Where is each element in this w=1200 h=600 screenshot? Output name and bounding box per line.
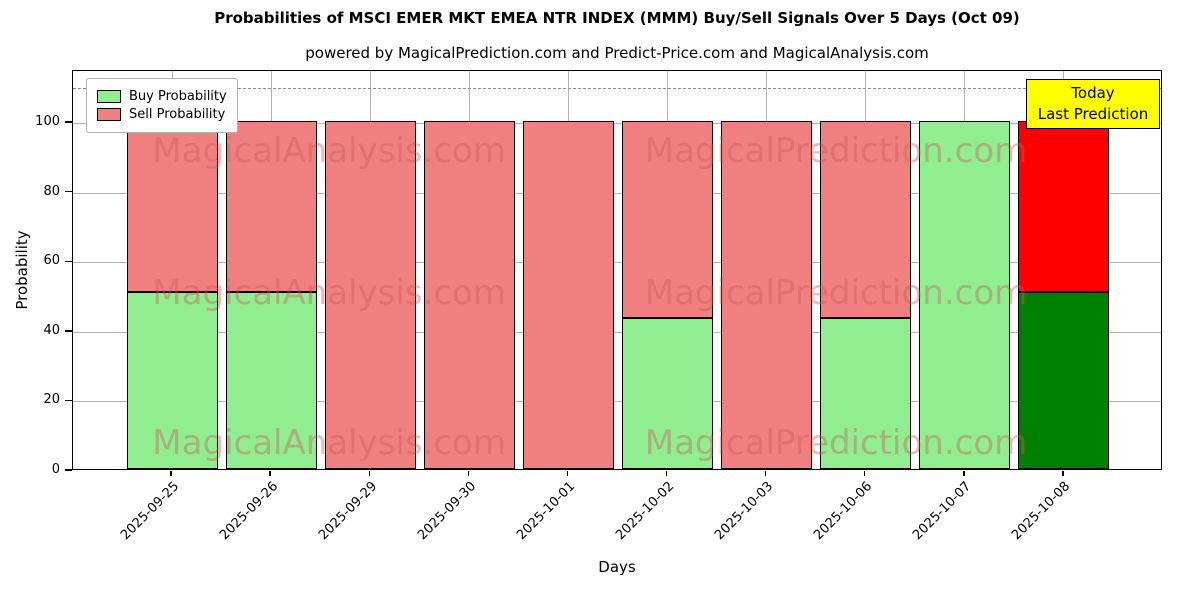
bar-sell-segment xyxy=(225,121,317,292)
y-tick-label: 60 xyxy=(43,253,60,269)
today-annotation-line1: Today xyxy=(1071,84,1115,102)
watermark: MagicalAnalysis.com xyxy=(152,131,506,171)
today-annotation-line2: Last Prediction xyxy=(1037,105,1149,123)
watermark: MagicalAnalysis.com xyxy=(152,423,506,463)
x-tick-mark xyxy=(963,471,965,476)
x-tick-mark xyxy=(170,471,172,476)
x-tick-mark xyxy=(269,471,271,476)
x-axis-label: Days xyxy=(598,558,636,576)
x-tick-mark xyxy=(764,471,767,476)
watermark: MagicalPrediction.com xyxy=(644,273,1028,313)
watermark: MagicalPrediction.com xyxy=(644,423,1028,463)
bar-buy-segment xyxy=(820,317,912,469)
bar-sell-segment xyxy=(126,121,218,292)
sell-swatch-icon xyxy=(97,108,121,121)
x-tick-mark xyxy=(566,471,569,476)
bar-sell-segment xyxy=(324,121,416,469)
bar-buy-segment xyxy=(126,291,218,469)
x-tick-mark xyxy=(467,471,470,476)
chart-subtitle: powered by MagicalPrediction.com and Pre… xyxy=(305,44,929,62)
x-tick-label: 2025-09-25 xyxy=(117,479,182,544)
bar-buy-segment xyxy=(621,317,714,469)
y-tick-label: 100 xyxy=(35,114,60,130)
x-tick-label: 2025-10-01 xyxy=(514,479,579,544)
bar-sell-segment xyxy=(621,121,714,318)
x-tick-mark xyxy=(665,471,668,476)
threshold-line xyxy=(73,88,1161,90)
x-tick-label: 2025-09-26 xyxy=(216,479,281,544)
x-tick-label: 2025-09-30 xyxy=(414,479,479,544)
x-tick-label: 2025-09-29 xyxy=(315,479,380,544)
bar-sell-segment xyxy=(522,121,615,469)
bar-buy-segment xyxy=(919,121,1011,469)
x-tick-label: 2025-10-07 xyxy=(910,479,975,544)
gridline-h xyxy=(73,331,1161,333)
buy-swatch-icon xyxy=(97,90,121,103)
x-tick-label: 2025-10-02 xyxy=(613,479,678,544)
legend-sell-label: Sell Probability xyxy=(129,107,226,122)
x-tick-label: 2025-10-06 xyxy=(811,479,876,544)
bar-sell-segment xyxy=(1018,121,1110,292)
legend-buy-label: Buy Probability xyxy=(129,89,227,104)
y-tick-label: 0 xyxy=(51,462,60,477)
y-tick-mark xyxy=(65,260,72,263)
x-tick-label: 2025-10-08 xyxy=(1009,479,1074,544)
x-tick-label: 2025-10-03 xyxy=(712,479,777,544)
plot-area: MagicalAnalysis.com MagicalPrediction.com… xyxy=(72,70,1162,470)
gridline-h xyxy=(73,401,1161,403)
bar-buy-segment xyxy=(1018,291,1110,469)
today-annotation: Today Last Prediction xyxy=(1026,79,1160,129)
x-tick-mark xyxy=(863,471,866,476)
y-tick-mark xyxy=(65,330,72,332)
watermark: MagicalAnalysis.com xyxy=(152,273,506,313)
y-tick-mark xyxy=(65,190,72,193)
legend: Buy Probability Sell Probability xyxy=(86,78,238,133)
y-tick-label: 20 xyxy=(43,392,60,408)
gridline-h xyxy=(73,192,1161,194)
gridline-h xyxy=(73,262,1161,264)
bar-buy-segment xyxy=(225,291,317,469)
bar-sell-segment xyxy=(423,121,515,469)
y-tick-mark xyxy=(65,469,72,471)
watermark: MagicalPrediction.com xyxy=(644,131,1028,171)
bar-sell-segment xyxy=(820,121,912,318)
y-tick-mark xyxy=(65,121,72,123)
legend-row-sell: Sell Probability xyxy=(97,107,227,122)
gridline-h xyxy=(73,123,1161,125)
legend-row-buy: Buy Probability xyxy=(97,89,227,104)
y-tick-mark xyxy=(65,399,72,402)
x-tick-mark xyxy=(368,471,371,476)
x-tick-mark xyxy=(1062,471,1064,476)
y-tick-label: 80 xyxy=(43,183,60,199)
bar-sell-segment xyxy=(721,121,813,469)
y-tick-label: 40 xyxy=(43,322,60,338)
chart-title: Probabilities of MSCI EMER MKT EMEA NTR … xyxy=(214,9,1020,27)
